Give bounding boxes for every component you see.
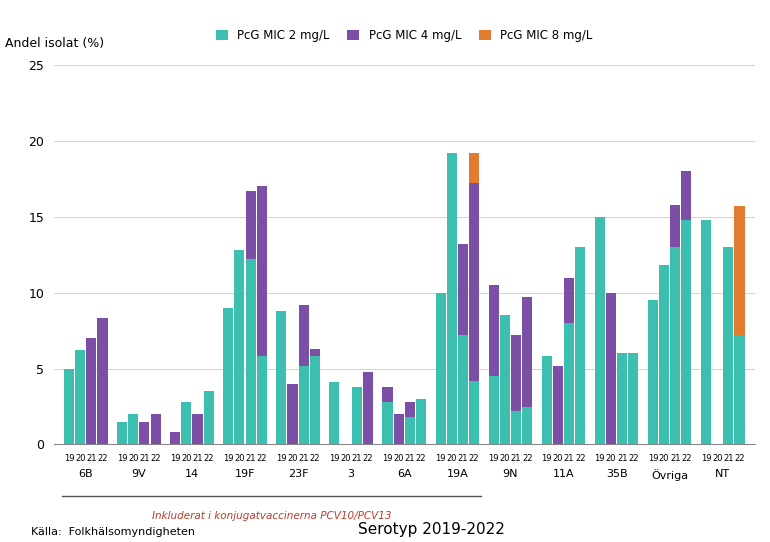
Bar xyxy=(670,205,680,247)
Bar xyxy=(575,247,585,444)
Bar xyxy=(500,315,510,444)
Bar xyxy=(553,365,563,444)
Bar xyxy=(223,308,233,444)
Bar xyxy=(299,365,309,444)
Text: Inkluderat i konjugatvaccinerna PCV10/PCV13: Inkluderat i konjugatvaccinerna PCV10/PC… xyxy=(152,511,391,521)
Text: 19F: 19F xyxy=(235,469,255,479)
Bar xyxy=(447,153,457,444)
Text: NT: NT xyxy=(715,469,730,479)
Bar xyxy=(564,278,574,323)
Bar xyxy=(246,259,256,444)
Bar xyxy=(276,311,286,444)
Bar xyxy=(564,323,574,444)
Bar xyxy=(139,422,149,444)
Bar xyxy=(469,380,479,444)
Bar xyxy=(330,382,340,444)
Bar xyxy=(701,220,711,444)
Bar xyxy=(181,402,192,444)
Text: 14: 14 xyxy=(185,469,199,479)
Bar xyxy=(234,250,244,444)
Bar xyxy=(310,349,320,357)
Bar xyxy=(628,353,638,444)
Text: 6A: 6A xyxy=(397,469,411,479)
Bar xyxy=(522,406,532,444)
Text: Övriga: Övriga xyxy=(651,469,688,481)
Bar xyxy=(117,422,127,444)
Bar xyxy=(458,335,468,444)
Bar xyxy=(64,369,74,444)
Bar xyxy=(256,357,266,444)
Bar xyxy=(352,387,362,444)
Bar xyxy=(310,357,320,444)
Text: Källa:  Folkhälsomyndigheten: Källa: Folkhälsomyndigheten xyxy=(31,527,195,537)
Bar xyxy=(299,305,309,365)
Bar xyxy=(594,217,605,444)
Bar xyxy=(681,171,691,220)
Bar xyxy=(489,376,499,444)
Bar xyxy=(723,247,733,444)
Bar xyxy=(542,357,552,444)
Bar xyxy=(405,402,415,417)
Bar xyxy=(735,335,745,444)
Bar xyxy=(659,266,669,444)
Text: Serotyp 2019-2022: Serotyp 2019-2022 xyxy=(358,521,504,537)
Text: 3: 3 xyxy=(348,469,355,479)
Text: 6B: 6B xyxy=(79,469,93,479)
Bar xyxy=(203,391,214,444)
Bar xyxy=(489,285,499,376)
Bar xyxy=(522,297,532,406)
Bar xyxy=(98,319,108,444)
Text: 35B: 35B xyxy=(606,469,628,479)
Bar xyxy=(458,244,468,335)
Text: 23F: 23F xyxy=(288,469,308,479)
Bar xyxy=(75,350,85,444)
Legend: PcG MIC 2 mg/L, PcG MIC 4 mg/L, PcG MIC 8 mg/L: PcG MIC 2 mg/L, PcG MIC 4 mg/L, PcG MIC … xyxy=(213,25,596,46)
Bar xyxy=(511,335,521,411)
Bar xyxy=(383,402,393,444)
Bar xyxy=(469,153,479,183)
Bar xyxy=(405,417,415,444)
Text: Andel isolat (%): Andel isolat (%) xyxy=(5,37,104,50)
Text: 19A: 19A xyxy=(447,469,468,479)
Bar xyxy=(681,220,691,444)
Bar xyxy=(129,414,139,444)
Bar xyxy=(606,293,616,444)
Bar xyxy=(256,186,266,357)
Bar xyxy=(170,433,180,444)
Text: 9N: 9N xyxy=(503,469,518,479)
Bar xyxy=(86,338,96,444)
Bar xyxy=(246,191,256,259)
Bar xyxy=(393,414,403,444)
Bar xyxy=(469,183,479,380)
Bar xyxy=(416,399,426,444)
Bar xyxy=(670,247,680,444)
Bar xyxy=(287,384,297,444)
Bar xyxy=(735,206,745,335)
Bar xyxy=(436,293,446,444)
Bar xyxy=(192,414,203,444)
Bar xyxy=(151,414,161,444)
Bar xyxy=(648,300,658,444)
Bar xyxy=(383,387,393,402)
Text: 11A: 11A xyxy=(553,469,574,479)
Bar xyxy=(511,411,521,444)
Text: 9V: 9V xyxy=(132,469,146,479)
Bar xyxy=(363,372,373,444)
Bar xyxy=(617,353,628,444)
